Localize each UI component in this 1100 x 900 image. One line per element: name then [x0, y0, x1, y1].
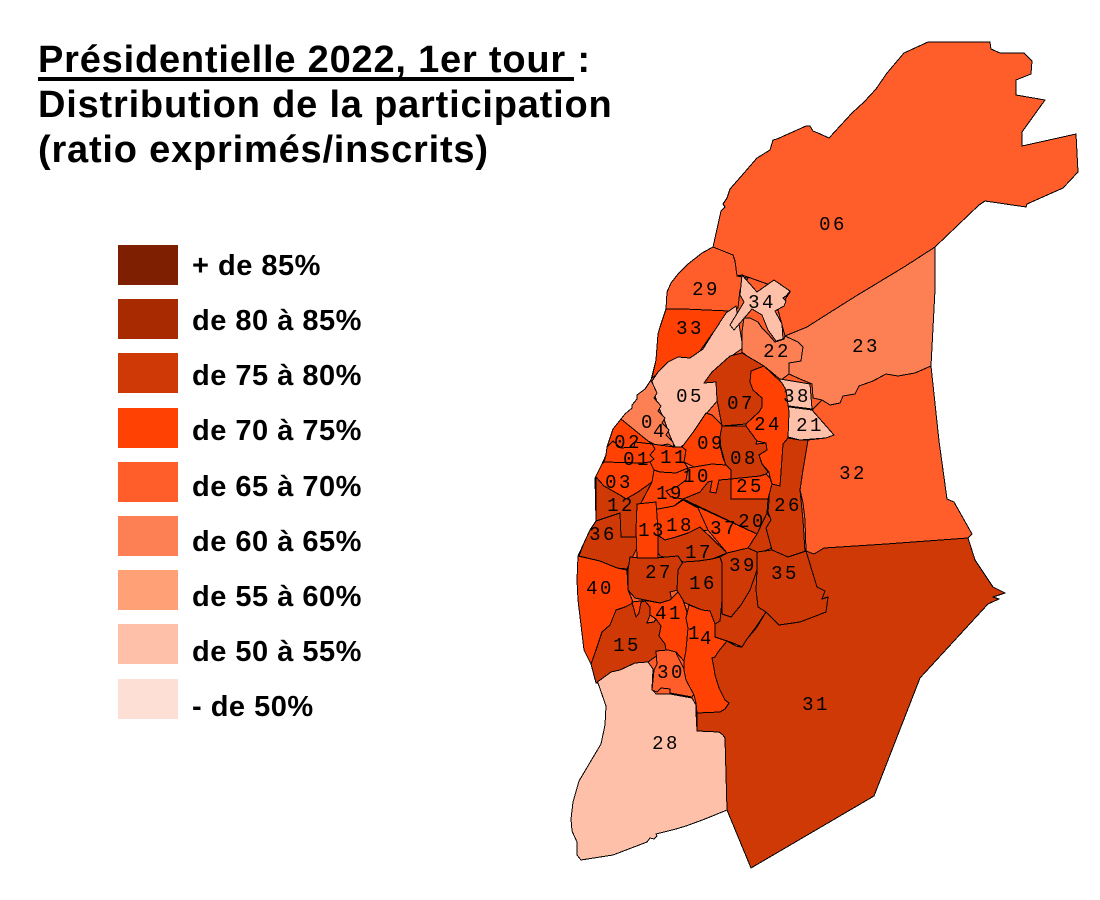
- svg-text:11: 11: [660, 447, 688, 469]
- svg-text:05: 05: [676, 386, 704, 408]
- svg-text:24: 24: [754, 414, 782, 436]
- svg-text:26: 26: [774, 495, 802, 517]
- svg-text:31: 31: [802, 694, 830, 716]
- svg-text:07: 07: [727, 393, 755, 415]
- svg-text:33: 33: [676, 318, 704, 340]
- svg-text:03: 03: [605, 472, 633, 494]
- svg-text:39: 39: [729, 555, 757, 577]
- svg-text:20: 20: [738, 511, 766, 533]
- svg-text:1: 1: [688, 623, 702, 645]
- svg-text:21: 21: [796, 415, 824, 437]
- svg-text:34: 34: [748, 292, 776, 314]
- svg-text:27: 27: [645, 562, 673, 584]
- svg-text:22: 22: [763, 341, 791, 363]
- svg-text:23: 23: [852, 336, 880, 358]
- svg-text:41: 41: [655, 603, 683, 625]
- svg-text:29: 29: [692, 279, 720, 301]
- svg-text:32: 32: [839, 463, 867, 485]
- svg-text:30: 30: [657, 662, 685, 684]
- svg-text:28: 28: [652, 733, 680, 755]
- svg-text:19: 19: [656, 483, 684, 505]
- svg-text:4: 4: [700, 628, 714, 650]
- svg-text:08: 08: [730, 448, 758, 470]
- svg-text:15: 15: [613, 635, 641, 657]
- svg-text:36: 36: [589, 524, 617, 546]
- svg-text:10: 10: [683, 466, 711, 488]
- svg-text:12: 12: [607, 495, 635, 517]
- svg-text:13: 13: [638, 520, 666, 542]
- svg-text:01: 01: [623, 449, 651, 471]
- svg-text:17: 17: [685, 542, 713, 564]
- svg-text:4: 4: [653, 421, 667, 443]
- svg-text:09: 09: [697, 433, 725, 455]
- svg-text:38: 38: [783, 386, 811, 408]
- svg-text:06: 06: [819, 214, 847, 236]
- svg-text:0: 0: [641, 412, 655, 434]
- svg-text:18: 18: [666, 515, 694, 537]
- svg-text:37: 37: [710, 518, 738, 540]
- svg-text:25: 25: [736, 476, 764, 498]
- svg-text:16: 16: [689, 573, 717, 595]
- svg-text:02: 02: [614, 432, 642, 454]
- svg-text:40: 40: [586, 578, 614, 600]
- svg-text:35: 35: [771, 563, 799, 585]
